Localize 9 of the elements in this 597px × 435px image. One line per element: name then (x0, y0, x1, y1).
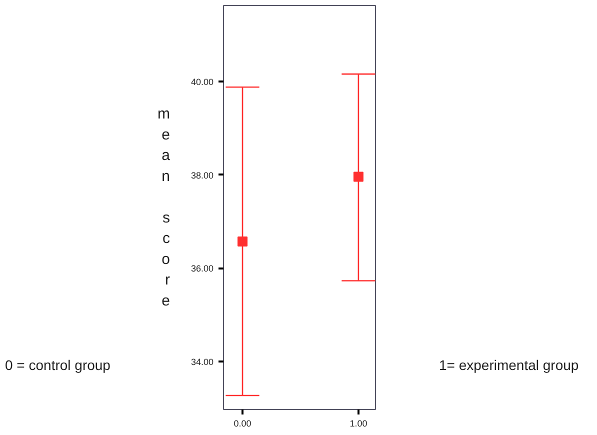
x-tick-label: 1.00 (350, 418, 368, 428)
y-tick-label: 38.00 (190, 170, 214, 180)
text: mean score (157, 106, 170, 310)
x-tick-label: 0.00 (234, 418, 252, 428)
y-tick-label: 34.00 (190, 356, 214, 367)
y-tick-label: 36.00 (190, 264, 214, 274)
text: 0 = control group (5, 356, 110, 375)
text: 1= experimental group (439, 356, 579, 375)
y-tick-label: 40.00 (190, 77, 214, 88)
